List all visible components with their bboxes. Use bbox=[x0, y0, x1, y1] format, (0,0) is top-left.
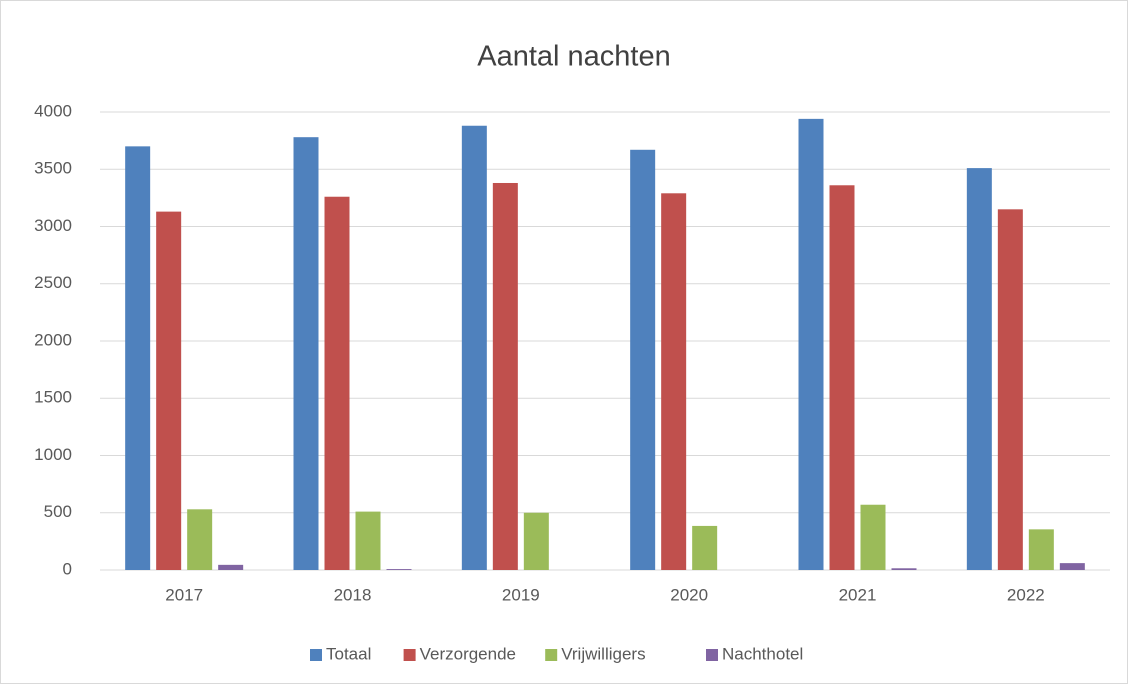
bar bbox=[692, 525, 718, 570]
bar bbox=[997, 209, 1023, 570]
x-tick-label: 2022 bbox=[1007, 585, 1045, 604]
bar bbox=[1028, 529, 1054, 570]
bar bbox=[293, 137, 319, 570]
y-tick-label: 500 bbox=[44, 502, 72, 521]
bar bbox=[891, 568, 917, 570]
bar bbox=[860, 504, 886, 570]
bar bbox=[125, 146, 151, 570]
bar bbox=[386, 569, 412, 570]
bar bbox=[966, 168, 992, 571]
y-tick-label: 0 bbox=[63, 559, 72, 578]
bar bbox=[187, 509, 213, 570]
chart-title: Aantal nachten bbox=[477, 41, 670, 73]
y-tick-label: 3500 bbox=[34, 159, 72, 178]
legend-label: Totaal bbox=[326, 644, 371, 663]
bar bbox=[156, 211, 182, 571]
y-tick-label: 1000 bbox=[34, 445, 72, 464]
y-tick-label: 3000 bbox=[34, 216, 72, 235]
legend-label: Verzorgende bbox=[420, 644, 516, 663]
x-tick-label: 2021 bbox=[839, 585, 877, 604]
bar bbox=[461, 125, 487, 571]
bar bbox=[218, 564, 244, 570]
bar bbox=[630, 149, 656, 570]
y-tick-label: 1500 bbox=[34, 388, 72, 407]
x-tick-label: 2019 bbox=[502, 585, 540, 604]
x-tick-label: 2017 bbox=[165, 585, 203, 604]
bar bbox=[492, 182, 518, 571]
bar bbox=[324, 196, 350, 571]
y-tick-label: 2500 bbox=[34, 273, 72, 292]
bar bbox=[1059, 563, 1085, 570]
bar bbox=[355, 511, 381, 570]
legend-label: Nachthotel bbox=[722, 644, 803, 663]
x-tick-label: 2018 bbox=[334, 585, 372, 604]
bar bbox=[829, 185, 855, 570]
legend-label: Vrijwilligers bbox=[561, 644, 645, 663]
y-tick-label: 4000 bbox=[34, 101, 72, 120]
legend-swatch bbox=[545, 649, 558, 661]
x-tick-label: 2020 bbox=[670, 585, 708, 604]
bar bbox=[661, 193, 687, 571]
bar bbox=[798, 118, 824, 571]
y-tick-label: 2000 bbox=[34, 330, 72, 349]
legend-swatch bbox=[403, 649, 416, 661]
legend-swatch bbox=[310, 649, 322, 661]
legend-swatch bbox=[706, 649, 718, 661]
bar bbox=[523, 512, 549, 570]
